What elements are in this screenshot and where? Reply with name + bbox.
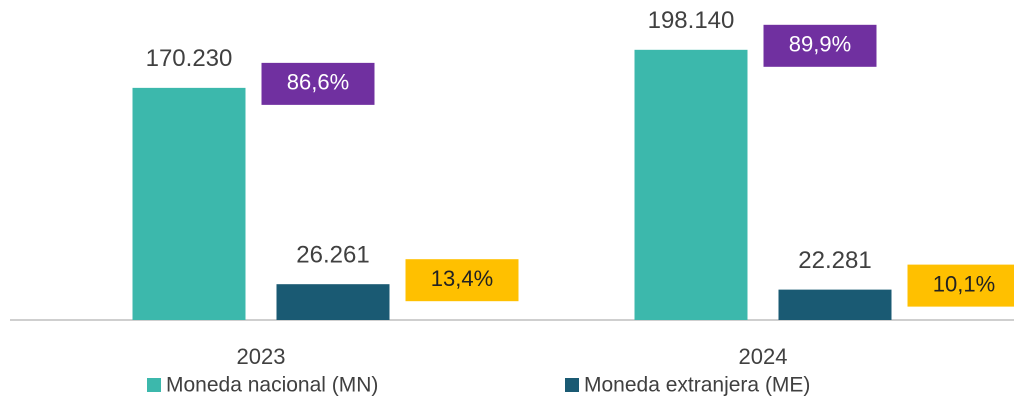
share-label: 86,6% xyxy=(287,70,349,95)
value-label: 22.281 xyxy=(798,247,871,274)
share-label: 10,1% xyxy=(933,271,995,296)
share-label: 13,4% xyxy=(431,266,493,291)
bar xyxy=(276,284,390,320)
share-box xyxy=(907,264,1014,307)
bar xyxy=(132,87,246,320)
share-box xyxy=(261,62,375,105)
legend-label: Moneda extranjera (ME) xyxy=(584,374,810,397)
share-box xyxy=(763,24,877,67)
share-label: 89,9% xyxy=(789,32,851,57)
value-label: 26.261 xyxy=(296,242,369,269)
value-label: 170.230 xyxy=(146,45,233,72)
x-tick-label: 2023 xyxy=(237,344,286,369)
legend-swatch xyxy=(565,378,579,392)
value-label: 198.140 xyxy=(648,7,735,34)
legend-swatch xyxy=(147,378,161,392)
share-box xyxy=(405,259,519,302)
bar xyxy=(634,49,748,321)
legend-label: Moneda nacional (MN) xyxy=(166,374,378,397)
x-tick-label: 2024 xyxy=(739,344,788,369)
bar xyxy=(778,289,892,320)
